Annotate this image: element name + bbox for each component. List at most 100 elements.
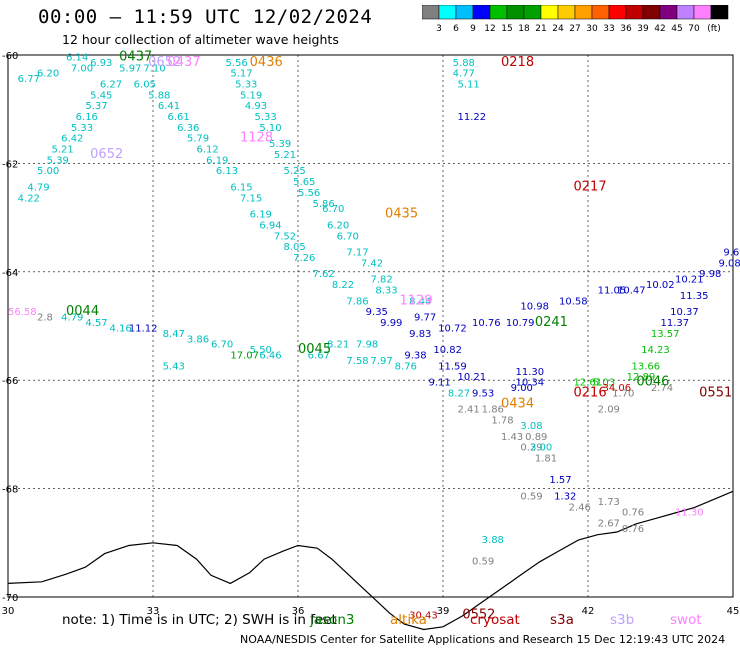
lon-tick-label: 45 (727, 606, 740, 617)
credit-text: NOAA/NESDIS Center for Satellite Applica… (240, 633, 726, 646)
wave-height-label: 10.82 (433, 345, 462, 356)
wave-height-label: 5.03 (593, 378, 615, 389)
wave-height-label: 6.27 (100, 80, 122, 91)
wave-height-label: 5.39 (269, 139, 291, 150)
legend-entry-swot: swot (670, 612, 702, 628)
wave-height-label: 7.17 (346, 248, 368, 259)
wave-height-labels: 6.147.006.936.206.775.97 7.106.27 6.055.45… (8, 52, 740, 621)
wave-height-label: 11.30 (675, 508, 704, 519)
wave-height-label: 10.21 (458, 372, 487, 383)
wave-height-label: 6.20 (327, 220, 349, 231)
wave-height-label: 5.33 (235, 80, 257, 91)
legend-entry-s3a: s3a (550, 612, 574, 628)
wave-height-colorbar: 3 6 9 12 15 18 21 24 27 30 33 36 39 42 45 70 (ft) (422, 5, 729, 34)
pass-time-label: 0434 (501, 396, 534, 411)
wave-height-label: 10.79 (506, 318, 535, 329)
wave-height-label: 5.21 (274, 150, 296, 161)
colorbar-tick-label: 9 (470, 24, 476, 34)
wave-height-label: 2.09 (598, 405, 620, 416)
wave-height-label: 56.58 (8, 307, 37, 318)
pass-time-label: 0216 (574, 385, 607, 400)
wave-height-label: 1.86 (482, 405, 504, 416)
wave-height-label: 3.00 (530, 443, 552, 454)
lat-tick-label: -66 (2, 376, 18, 387)
colorbar-tick-label: 30 (586, 24, 598, 34)
wave-height-label: 5.19 (240, 90, 262, 101)
wave-height-label: 6.70 (337, 231, 359, 242)
wave-height-label: 7.15 (240, 193, 262, 204)
wave-height-label: 9.08 (719, 258, 740, 269)
colorbar-tick-label: 3 (436, 24, 442, 34)
colorbar-tick-label: 6 (453, 24, 459, 34)
wave-height-label: 7.00 (71, 63, 93, 74)
wave-height-label: 1.73 (598, 497, 620, 508)
lon-tick-label: 36 (292, 606, 305, 617)
wave-height-label: 5.33 (71, 123, 93, 134)
wave-height-label: 10.34 (516, 378, 545, 389)
lat-tick-label: -64 (2, 268, 18, 279)
wave-height-label: 5.56 (226, 58, 248, 69)
wave-height-label: 6.19 (250, 210, 272, 221)
pass-time-label: 0217 (574, 180, 607, 195)
map-frame (7, 54, 734, 598)
wave-height-label: 5.11 (458, 80, 480, 91)
wave-height-label: 5.10 (259, 123, 281, 134)
wave-height-label: 10.37 (670, 307, 699, 318)
lon-tick-label: 42 (582, 606, 595, 617)
wave-height-label: 7.97 (371, 356, 393, 367)
colorbar-swatch (710, 5, 729, 20)
wave-height-label: 6.19 (206, 155, 228, 166)
wave-height-label: 8.05 (284, 242, 306, 253)
wave-height-label: 6.77 (18, 74, 40, 85)
wave-height-label: 6.20 (37, 69, 59, 80)
wave-height-label: 9.11 (429, 378, 451, 389)
wave-height-label: 1.78 (491, 416, 513, 427)
antarctica-coastline (7, 490, 734, 631)
wave-height-label: 9.77 (414, 313, 436, 324)
wave-height-label: 2.8 (37, 313, 53, 324)
colorbar-tick-label: 24 (552, 24, 564, 34)
colorbar-tick-label: 39 (637, 24, 649, 34)
wave-height-label: 30.43 (409, 611, 438, 622)
wave-height-label: 9.83 (409, 329, 431, 340)
wave-height-label: 6.15 (230, 183, 252, 194)
wave-height-label: 6.16 (76, 112, 98, 123)
wave-height-label: 8.44 (409, 296, 431, 307)
wave-height-label: 2.74 (651, 383, 673, 394)
wave-height-label: 8.47 (163, 329, 185, 340)
wave-height-label: 10.58 (559, 296, 588, 307)
wave-height-label: 6.36 (177, 123, 199, 134)
colorbar-tick-label: 70 (688, 24, 700, 34)
wave-height-label: 0.76 (622, 524, 644, 535)
wave-height-label: 1.32 (554, 491, 576, 502)
wave-height-label: 7.52 (274, 231, 296, 242)
wave-height-label: 7.86 (346, 296, 368, 307)
wave-height-label: 11.35 (680, 291, 709, 302)
wave-height-label: 7.82 (371, 275, 393, 286)
colorbar-tick-label: 36 (620, 24, 632, 34)
wave-height-label: 5.56 (298, 188, 320, 199)
wave-height-label: 5.86 (313, 199, 335, 210)
wave-height-label: 5.39 (47, 155, 69, 166)
wave-height-label: 6.42 (61, 134, 83, 145)
wave-height-label: 3.88 (482, 535, 504, 546)
wave-height-label: 4.16 (110, 323, 132, 334)
wave-height-label: 11.05 (598, 285, 627, 296)
lat-tick-label: -60 (2, 51, 18, 62)
wave-height-label: 5.45 (90, 90, 112, 101)
pass-time-label: 0436 (250, 55, 283, 70)
wave-height-label: 6.13 (216, 166, 238, 177)
wave-height-label: 13.57 (651, 329, 680, 340)
wave-height-label: 11.22 (458, 112, 487, 123)
wave-height-label: 6.67 (308, 351, 330, 362)
wave-height-label: 9.35 (366, 307, 388, 318)
wave-height-label: 9.98 (699, 269, 721, 280)
pass-time-label: 0552 (462, 608, 495, 623)
colorbar-tick-label: 18 (518, 24, 530, 34)
wave-height-label: 10.21 (675, 275, 704, 286)
lon-tick-label: 30 (2, 606, 15, 617)
wave-height-label: 4.79 (27, 183, 49, 194)
pass-time-label: 0437 (168, 55, 201, 70)
